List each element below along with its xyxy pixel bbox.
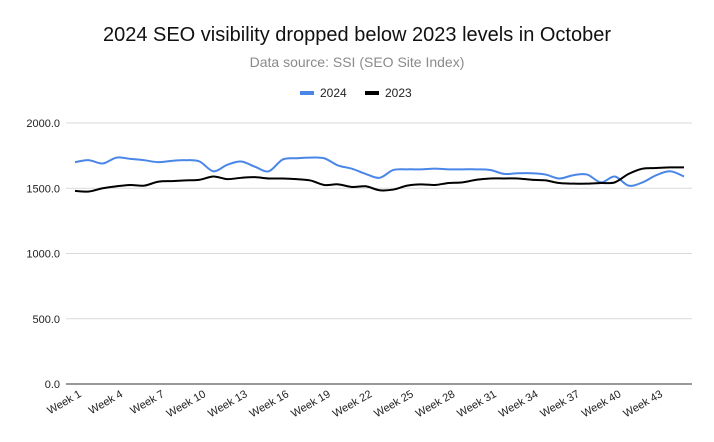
legend-label-2023: 2023 <box>385 86 412 100</box>
x-tick-label: Week 4 <box>87 388 125 417</box>
legend-swatch-2023 <box>365 91 379 95</box>
y-tick-label: 0.0 <box>45 379 60 391</box>
x-tick-label: Week 37 <box>538 388 581 420</box>
legend-label-2024: 2024 <box>320 86 347 100</box>
y-tick-label: 2000.0 <box>26 118 60 130</box>
chart-title: 2024 SEO visibility dropped below 2023 l… <box>103 24 611 46</box>
x-tick-label: Week 16 <box>248 388 291 420</box>
x-tick-label: Week 7 <box>128 388 166 417</box>
gridlines <box>66 122 692 320</box>
y-tick-label: 1500.0 <box>26 183 60 195</box>
x-tick-label: Week 31 <box>455 388 498 420</box>
x-tick-label: Week 19 <box>289 388 332 420</box>
chart-subtitle: Data source: SSI (SEO Site Index) <box>250 54 465 70</box>
x-tick-label: Week 25 <box>372 388 415 420</box>
x-tick-label: Week 22 <box>331 388 374 420</box>
legend-swatch-2024 <box>300 91 314 95</box>
y-tick-label: 500.0 <box>32 314 60 326</box>
y-tick-label: 1000.0 <box>26 249 60 261</box>
x-tick-label: Week 28 <box>414 388 457 420</box>
x-tick-label: Week 43 <box>621 388 664 420</box>
y-axis: 2000.0 1500.0 1000.0 500.0 0.0 <box>26 118 60 391</box>
x-tick-label: Week 13 <box>206 388 249 420</box>
x-tick-label: Week 10 <box>165 388 208 420</box>
x-tick-label: Week 40 <box>580 388 623 420</box>
legend: 2024 2023 <box>300 86 412 100</box>
series-line-2023 <box>74 166 685 193</box>
series-lines <box>74 156 685 193</box>
x-tick-label: Week 34 <box>497 388 540 420</box>
x-tick-label: Week 1 <box>45 388 83 417</box>
series-line-2024 <box>74 156 685 187</box>
